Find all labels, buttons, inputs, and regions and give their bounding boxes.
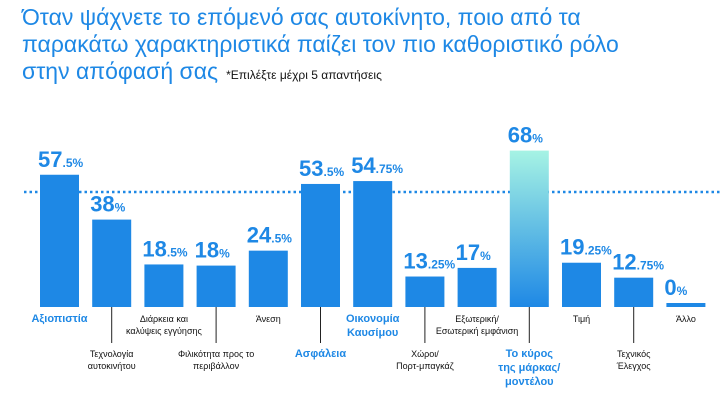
value-int-9: 68 — [508, 123, 532, 148]
category-label-line: Τεχνικός — [617, 349, 651, 359]
category-label-line: Καυσίμου — [347, 327, 398, 339]
value-int-1: 38 — [90, 192, 114, 217]
value-suffix-8: % — [480, 249, 491, 263]
value-int-0: 57 — [38, 147, 62, 172]
value-label-10: 19.25% — [560, 235, 612, 260]
title-line-1: Όταν ψάχνετε το επόμενό σας αυτοκίνητο, … — [22, 4, 581, 30]
value-label-6: 54.75% — [351, 153, 403, 178]
category-label-1: Τεχνολογία αυτοκινήτου — [88, 349, 136, 371]
category-label-line: Χώροι/ — [411, 349, 439, 359]
category-label-line: Ασφάλεια — [295, 348, 346, 360]
bar-8 — [457, 267, 497, 307]
category-label-line: Εσωτερική εμφάνιση — [436, 326, 518, 336]
category-label-line: Έλεγχος — [616, 361, 652, 371]
value-suffix-11: .75% — [637, 259, 665, 273]
category-label-line: Φιλικότητα προς το — [178, 349, 254, 359]
category-label-12: Άλλο — [676, 314, 696, 324]
value-suffix-7: .25% — [428, 258, 456, 272]
bar-12 — [666, 303, 706, 307]
category-label-6: Οικονομία Καυσίμου — [346, 313, 400, 339]
bar-0 — [40, 174, 79, 307]
value-label-3: 18% — [195, 238, 230, 263]
category-label-line: μοντέλου — [505, 376, 554, 388]
value-suffix-1: % — [115, 201, 126, 215]
category-label-11: Τεχνικός Έλεγχος — [616, 349, 652, 371]
category-label-10: Τιμή — [573, 314, 590, 324]
category-label-line: Τεχνολογία — [90, 349, 134, 359]
value-label-1: 38% — [90, 192, 125, 217]
category-label-line: Πορτ-μπαγκάζ — [396, 361, 454, 371]
category-label-line: Οικονομία — [346, 313, 400, 325]
value-suffix-10: .25% — [584, 244, 612, 258]
category-label-3: Φιλικότητα προς το περιβάλλον — [178, 349, 254, 371]
category-label-0: Αξιοπιστία — [31, 313, 87, 325]
category-label-line: Άλλο — [676, 314, 696, 324]
category-label-2: Διάρκεια και καλύψεις εγγύησης — [126, 314, 203, 336]
category-label-line: Το κύρος — [506, 348, 554, 360]
category-label-4: Άνεση — [256, 314, 281, 324]
value-int-8: 17 — [456, 240, 480, 265]
bar-11 — [614, 277, 654, 307]
category-label-line: καλύψεις εγγύησης — [126, 326, 203, 336]
value-label-9: 68% — [508, 123, 543, 148]
value-suffix-0: .5% — [62, 156, 83, 170]
value-suffix-2: .5% — [167, 245, 188, 259]
bar-7 — [405, 276, 445, 307]
bar-3 — [196, 265, 236, 307]
value-label-4: 24.5% — [247, 223, 292, 248]
value-label-12: 0% — [664, 275, 687, 300]
category-label-line: Διάρκεια και — [140, 314, 188, 324]
value-label-2: 18.5% — [142, 236, 187, 261]
value-label-7: 13.25% — [403, 249, 455, 274]
category-label-line: Εξωτερική/ — [455, 314, 499, 324]
value-label-0: 57.5% — [38, 147, 83, 172]
value-int-6: 54 — [351, 153, 376, 178]
bar-5 — [301, 183, 340, 307]
value-int-4: 24 — [247, 223, 272, 248]
value-label-11: 12.75% — [612, 250, 664, 275]
value-int-12: 0 — [664, 275, 676, 300]
value-suffix-3: % — [219, 247, 230, 261]
category-label-line: Τιμή — [573, 314, 590, 324]
category-label-line: της μάρκας/ — [498, 362, 560, 374]
category-label-line: περιβάλλον — [193, 361, 240, 371]
title-line-2: παρακάτω χαρακτηριστικά παίζει τον πιο κ… — [22, 31, 619, 57]
bar-2 — [144, 264, 184, 307]
chart-title: Όταν ψάχνετε το επόμενό σας αυτοκίνητο, … — [22, 4, 722, 89]
category-label-7: Χώροι/Πορτ-μπαγκάζ — [396, 349, 454, 371]
category-label-9: Το κύρος της μάρκας/μοντέλου — [498, 348, 560, 388]
value-suffix-5: .5% — [323, 165, 344, 179]
value-suffix-12: % — [677, 284, 688, 298]
bar-6 — [353, 181, 393, 307]
title-line-3: στην απόφασή σας — [22, 58, 219, 84]
value-suffix-4: .5% — [271, 232, 292, 246]
category-label-8: Εξωτερική/Εσωτερική εμφάνιση — [436, 314, 518, 336]
value-int-3: 18 — [195, 238, 219, 263]
category-label-line: αυτοκινήτου — [88, 361, 136, 371]
value-int-5: 53 — [299, 156, 323, 181]
title-note: *Επιλέξτε μέχρι 5 απαντήσεις — [226, 68, 382, 82]
bar-4 — [248, 250, 288, 307]
category-label-line: Άνεση — [256, 314, 281, 324]
value-int-7: 13 — [403, 249, 427, 274]
category-label-5: Ασφάλεια — [295, 348, 346, 360]
value-int-2: 18 — [142, 236, 166, 261]
category-label-line: Αξιοπιστία — [31, 313, 87, 325]
value-label-8: 17% — [456, 240, 491, 265]
value-suffix-6: .75% — [376, 162, 404, 176]
value-label-5: 53.5% — [299, 156, 344, 181]
value-int-10: 19 — [560, 235, 584, 260]
bar-10 — [562, 262, 601, 307]
bar-1 — [92, 219, 132, 307]
value-int-11: 12 — [612, 250, 636, 275]
bar-9 — [509, 150, 549, 307]
value-suffix-9: % — [532, 132, 543, 146]
